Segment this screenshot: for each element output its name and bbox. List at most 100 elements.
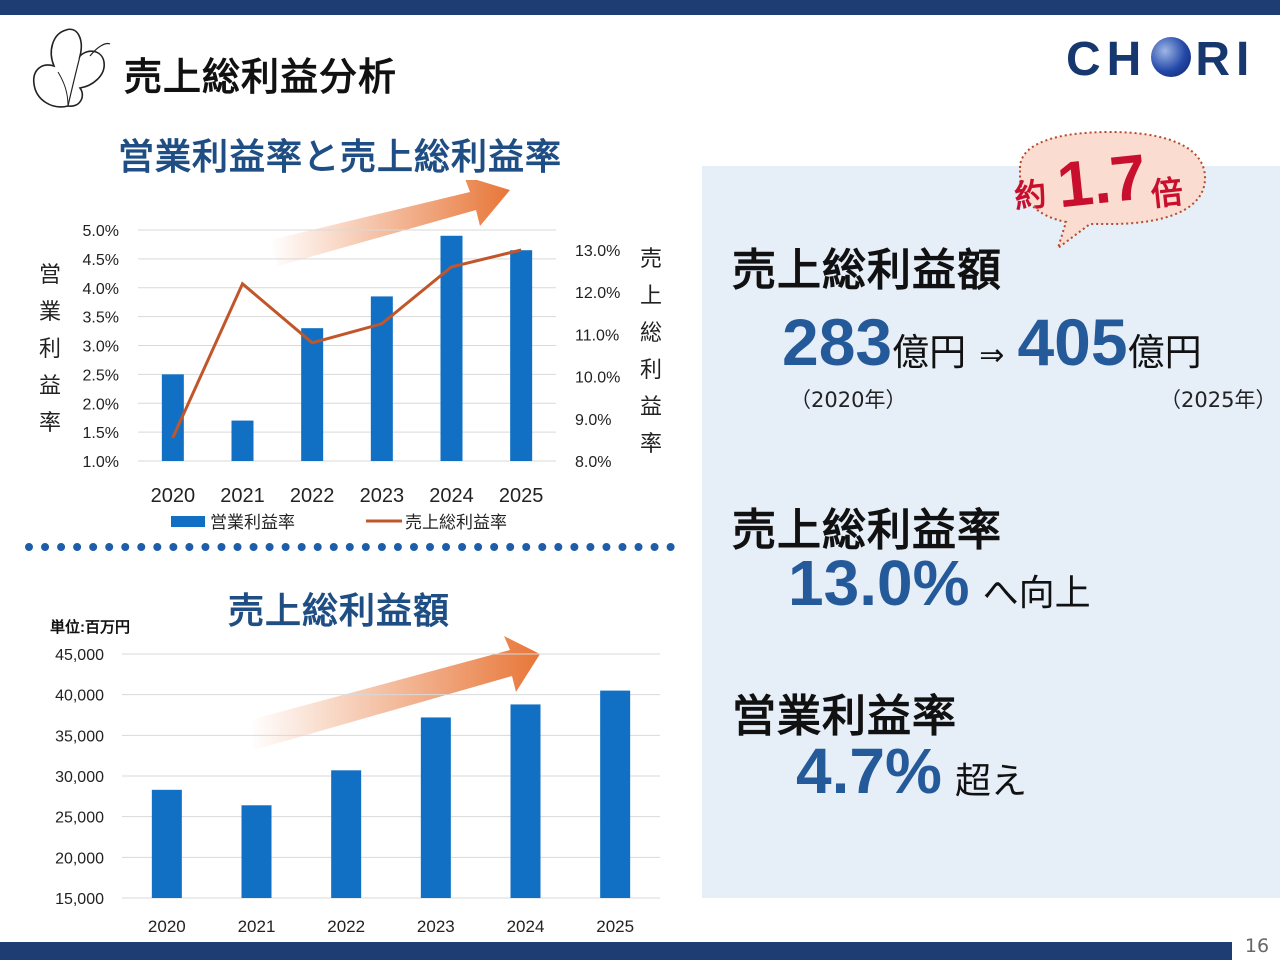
amount-from: 283 [782, 305, 893, 379]
amount-from-year: （2020年） [790, 388, 907, 412]
bubble-prefix: 約 [1013, 176, 1049, 215]
chart2-title: 売上総利益額 [228, 591, 451, 632]
amount-arrow: ⇒ [979, 338, 1005, 373]
amount-to-year: （2025年） [1160, 388, 1277, 412]
opm-heading: 営業利益率 [732, 691, 957, 742]
y-axis-label-char: 利 [39, 336, 61, 361]
y-tick-label-left: 5.0% [83, 223, 119, 240]
callout-bubble: 約 1.7 倍 [1013, 130, 1207, 251]
y-tick-label-right: 12.0% [575, 285, 620, 302]
section-divider [25, 543, 675, 551]
opm-row: 4.7% 超え [796, 734, 1027, 808]
y-tick-label: 35,000 [55, 728, 104, 745]
x-tick-label: 2024 [507, 917, 545, 936]
bar-operating-margin [370, 296, 393, 461]
y-axis-label-char: 上 [640, 283, 662, 308]
legend-swatch-bar [171, 516, 205, 527]
y-tick-label-right: 11.0% [575, 327, 619, 344]
amount-heading: 売上総利益額 [732, 245, 1002, 296]
bar-operating-margin [301, 328, 324, 461]
y-tick-label: 25,000 [55, 810, 104, 827]
y-tick-label: 20,000 [55, 850, 104, 867]
y-tick-label: 30,000 [55, 769, 104, 786]
y-axis-label-char: 営 [39, 262, 61, 287]
y-tick-label-right: 8.0% [575, 454, 611, 471]
bar-gross-profit [151, 789, 182, 898]
bar-operating-margin [440, 235, 463, 461]
x-tick-label: 2021 [220, 485, 265, 507]
y-tick-label-left: 1.5% [83, 425, 119, 442]
y-axis-label-char: 売 [640, 246, 662, 271]
y-tick-label-left: 4.0% [83, 281, 119, 298]
y-tick-label: 40,000 [55, 688, 104, 705]
y-axis-label-right: 売上総利益率 [640, 246, 662, 456]
summary-panel [702, 166, 1280, 898]
bubble-suffix: 倍 [1149, 174, 1185, 213]
bar-operating-margin [231, 420, 254, 461]
y-axis-label-char: 業 [39, 299, 61, 324]
x-tick-label: 2022 [290, 485, 335, 507]
bar-gross-profit [331, 770, 362, 898]
gpm-value: 13.0% [788, 547, 970, 619]
x-tick-label: 2023 [417, 917, 455, 936]
y-axis-label-char: 率 [39, 410, 61, 435]
amount-from-unit: 億円 [892, 331, 967, 374]
page-number: 16 [1244, 935, 1270, 957]
gpm-heading: 売上総利益率 [732, 505, 1002, 556]
logo-globe-icon [1151, 37, 1192, 77]
x-tick-label: 2022 [327, 917, 365, 936]
bar-operating-margin [510, 250, 533, 461]
y-tick-label-left: 4.5% [83, 252, 119, 269]
bubble-value: 1.7 [1054, 140, 1150, 221]
bar-gross-profit [420, 717, 451, 898]
y-axis-label-char: 益 [39, 373, 61, 398]
x-tick-label: 2025 [596, 917, 634, 936]
legend-label-operating-margin: 営業利益率 [210, 513, 295, 532]
amount-row: 283億円 ⇒ 405億円 [782, 304, 1202, 380]
y-axis-label-char: 利 [640, 357, 662, 382]
bar-gross-profit [510, 704, 541, 898]
unit-label: 単位:百万円 [50, 618, 130, 636]
x-tick-label: 2025 [499, 485, 544, 507]
series-line-gross-margin [171, 248, 522, 439]
y-tick-label-left: 2.0% [83, 396, 119, 413]
chart1-title: 営業利益率と売上総利益率 [118, 137, 563, 178]
y-axis-label-char: 総 [640, 320, 662, 345]
x-tick-label: 2020 [151, 485, 196, 507]
x-tick-label: 2023 [360, 485, 405, 507]
trend-arrow [270, 180, 510, 266]
chori-logo: CH RI [1066, 32, 1255, 87]
gross-profit-chart: 単位:百万円 15,000 20,000 25,000 30,000 35,000 40,… [50, 618, 660, 936]
bar-gross-profit [600, 690, 631, 898]
y-tick-label-left: 1.0% [83, 454, 119, 471]
margin-chart: 1.0% 1.5% 2.0% 2.5% 3.0% 3.5% 4.0% 4.5% 5.0% 8.0… [39, 180, 662, 532]
amount-to-unit: 億円 [1127, 331, 1202, 374]
y-tick-label-right: 9.0% [575, 412, 611, 429]
opm-value: 4.7% [796, 735, 942, 807]
slide-title: 売上総利益分析 [124, 55, 398, 99]
y-tick-label: 45,000 [55, 647, 104, 664]
logo-text-right: RI [1195, 33, 1256, 86]
butterfly-icon [32, 28, 111, 108]
y-tick-label-left: 3.0% [83, 339, 119, 356]
x-tick-label: 2021 [238, 917, 276, 936]
y-axis-label-left: 営業利益率 [39, 262, 61, 435]
y-axis-label-char: 益 [640, 394, 662, 419]
chart-legend: 営業利益率 売上総利益率 [171, 513, 507, 532]
x-tick-label: 2024 [429, 485, 474, 507]
gpm-suffix: へ向上 [982, 573, 1091, 614]
y-tick-label: 15,000 [55, 891, 104, 908]
trend-arrow [250, 636, 540, 750]
y-axis-label-char: 率 [640, 431, 662, 456]
y-tick-label-left: 2.5% [83, 367, 119, 384]
bottom-bar [0, 942, 1232, 960]
bar-gross-profit [241, 805, 272, 898]
top-bar [0, 0, 1280, 15]
y-tick-label-left: 3.5% [83, 310, 119, 327]
y-tick-label-right: 13.0% [575, 243, 620, 260]
opm-suffix: 超え [954, 761, 1027, 802]
amount-to: 405 [1017, 305, 1128, 379]
bar-operating-margin [161, 374, 184, 461]
y-tick-label-right: 10.0% [575, 370, 620, 387]
x-tick-label: 2020 [148, 917, 186, 936]
